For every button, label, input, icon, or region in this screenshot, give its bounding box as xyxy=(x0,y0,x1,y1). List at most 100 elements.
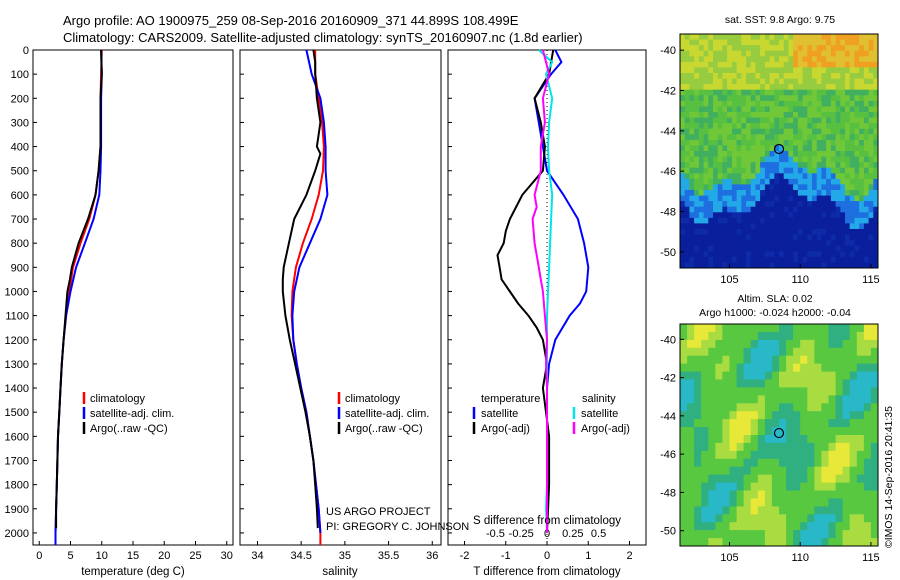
map-cell xyxy=(713,217,719,224)
map-cell xyxy=(802,223,808,230)
map-cell xyxy=(802,145,808,152)
map-cell xyxy=(779,498,787,507)
map-cell xyxy=(793,56,799,63)
map-cell xyxy=(741,184,747,191)
map-cell xyxy=(746,56,752,63)
map-cell xyxy=(849,95,855,102)
map-cell xyxy=(779,178,785,185)
map-cell xyxy=(722,151,728,158)
map-cell xyxy=(717,240,723,247)
map-cell xyxy=(684,240,690,247)
map-cell xyxy=(783,123,789,130)
map-cell xyxy=(854,84,860,91)
map-cell xyxy=(786,363,794,372)
map-cell xyxy=(708,167,714,174)
map-cell xyxy=(764,34,771,41)
sla-map-title-1: Altim. SLA: 0.02 xyxy=(737,293,812,305)
map-cell xyxy=(680,34,686,41)
map-cell xyxy=(684,184,690,191)
map-cell xyxy=(828,498,837,507)
map-cell xyxy=(703,34,709,41)
map-cell xyxy=(680,139,686,146)
legend-label-climatology: climatology xyxy=(90,393,146,405)
map-cell xyxy=(802,45,808,52)
map-cell xyxy=(797,151,804,158)
map-cell xyxy=(845,123,851,130)
map-cell xyxy=(689,106,695,113)
map-cell xyxy=(814,339,822,349)
map-cell xyxy=(807,347,815,357)
map-cell xyxy=(703,206,709,213)
map-cell xyxy=(788,234,794,241)
map-cell xyxy=(835,482,844,491)
map-cell xyxy=(863,112,870,119)
map-cell xyxy=(797,100,804,107)
map-cell xyxy=(859,78,865,85)
map-cell xyxy=(793,498,801,507)
map-cell xyxy=(750,530,759,539)
map-cell xyxy=(694,217,700,224)
map-cell xyxy=(760,262,766,269)
map-cell xyxy=(814,387,822,396)
map-cell xyxy=(731,251,738,258)
map-cell xyxy=(786,355,794,365)
map-cell xyxy=(722,251,728,258)
map-cell xyxy=(812,45,818,52)
map-cell xyxy=(854,100,860,107)
map-cell xyxy=(764,212,771,219)
map-cell xyxy=(845,56,851,63)
map-cell xyxy=(755,56,761,63)
map-cell xyxy=(731,34,738,41)
map-cell xyxy=(788,190,794,197)
map-cell xyxy=(708,34,714,41)
map-cell xyxy=(680,347,688,357)
map-cell xyxy=(849,78,855,85)
map-cell xyxy=(783,212,789,219)
map-cell xyxy=(849,379,858,388)
map-cell xyxy=(802,167,808,174)
map-cell xyxy=(729,538,738,547)
x-tick-label: 30 xyxy=(221,550,233,562)
map-cell xyxy=(849,184,855,191)
map-cell xyxy=(727,240,733,247)
map-cell xyxy=(755,229,761,236)
map-cell xyxy=(802,128,808,135)
map-cell xyxy=(842,339,851,349)
map-cell xyxy=(873,234,879,241)
map-cell xyxy=(856,331,865,341)
map-cell xyxy=(807,173,813,180)
map-cell xyxy=(783,156,789,163)
map-cell xyxy=(849,50,855,57)
map-cell xyxy=(821,427,829,436)
map-cell xyxy=(774,190,780,197)
map-cell xyxy=(779,100,785,107)
map-cell xyxy=(873,190,879,197)
map-cell xyxy=(812,128,818,135)
map-cell xyxy=(793,514,801,523)
map-cell xyxy=(764,184,771,191)
map-cell xyxy=(807,234,813,241)
map-cell xyxy=(849,450,858,460)
map-cell xyxy=(870,395,879,404)
map-cell xyxy=(722,419,730,428)
map-cell xyxy=(835,56,841,63)
map-cell xyxy=(779,201,785,208)
map-cell xyxy=(750,427,759,436)
map-cell xyxy=(854,156,860,163)
map-cell xyxy=(828,347,837,357)
map-cell xyxy=(769,134,775,141)
map-cell xyxy=(757,411,766,420)
map-cell xyxy=(835,89,841,96)
map-cell xyxy=(727,190,733,197)
map-cell xyxy=(868,167,874,174)
map-cell xyxy=(684,223,690,230)
map-cell xyxy=(743,450,752,460)
map-cell xyxy=(849,145,855,152)
map-cell xyxy=(842,419,851,428)
map-cell xyxy=(689,45,695,52)
map-cell xyxy=(835,245,841,252)
map-cell xyxy=(816,106,822,113)
map-cell xyxy=(757,466,766,476)
map-cell xyxy=(797,201,804,208)
map-cell xyxy=(769,84,775,91)
